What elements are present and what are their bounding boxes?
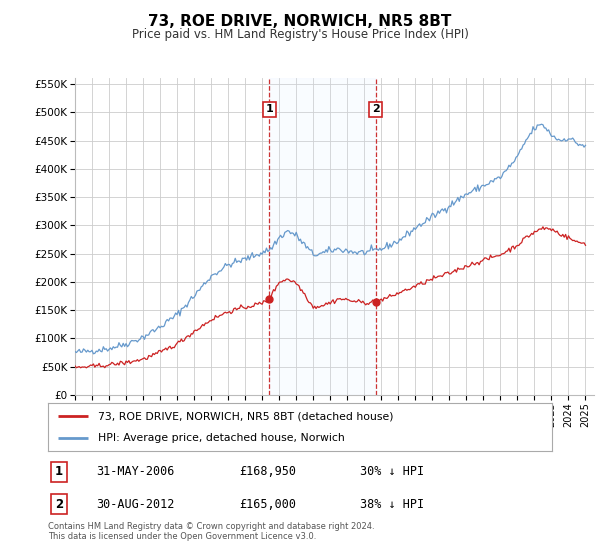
Text: 73, ROE DRIVE, NORWICH, NR5 8BT (detached house): 73, ROE DRIVE, NORWICH, NR5 8BT (detache…: [98, 411, 394, 421]
Text: This data is licensed under the Open Government Licence v3.0.: This data is licensed under the Open Gov…: [48, 532, 316, 541]
Text: £168,950: £168,950: [239, 465, 296, 478]
Text: 1: 1: [55, 465, 63, 478]
Text: 38% ↓ HPI: 38% ↓ HPI: [361, 498, 425, 511]
Text: 31-MAY-2006: 31-MAY-2006: [96, 465, 174, 478]
Text: 73, ROE DRIVE, NORWICH, NR5 8BT: 73, ROE DRIVE, NORWICH, NR5 8BT: [148, 14, 452, 29]
Text: 1: 1: [265, 105, 273, 114]
Bar: [269, 78, 376, 395]
Text: Price paid vs. HM Land Registry's House Price Index (HPI): Price paid vs. HM Land Registry's House …: [131, 28, 469, 41]
Text: HPI: Average price, detached house, Norwich: HPI: Average price, detached house, Norw…: [98, 433, 345, 443]
Text: Contains HM Land Registry data © Crown copyright and database right 2024.: Contains HM Land Registry data © Crown c…: [48, 522, 374, 531]
Text: 2: 2: [372, 105, 380, 114]
Text: 30-AUG-2012: 30-AUG-2012: [96, 498, 174, 511]
Text: £165,000: £165,000: [239, 498, 296, 511]
Text: 2: 2: [55, 498, 63, 511]
Text: 30% ↓ HPI: 30% ↓ HPI: [361, 465, 425, 478]
